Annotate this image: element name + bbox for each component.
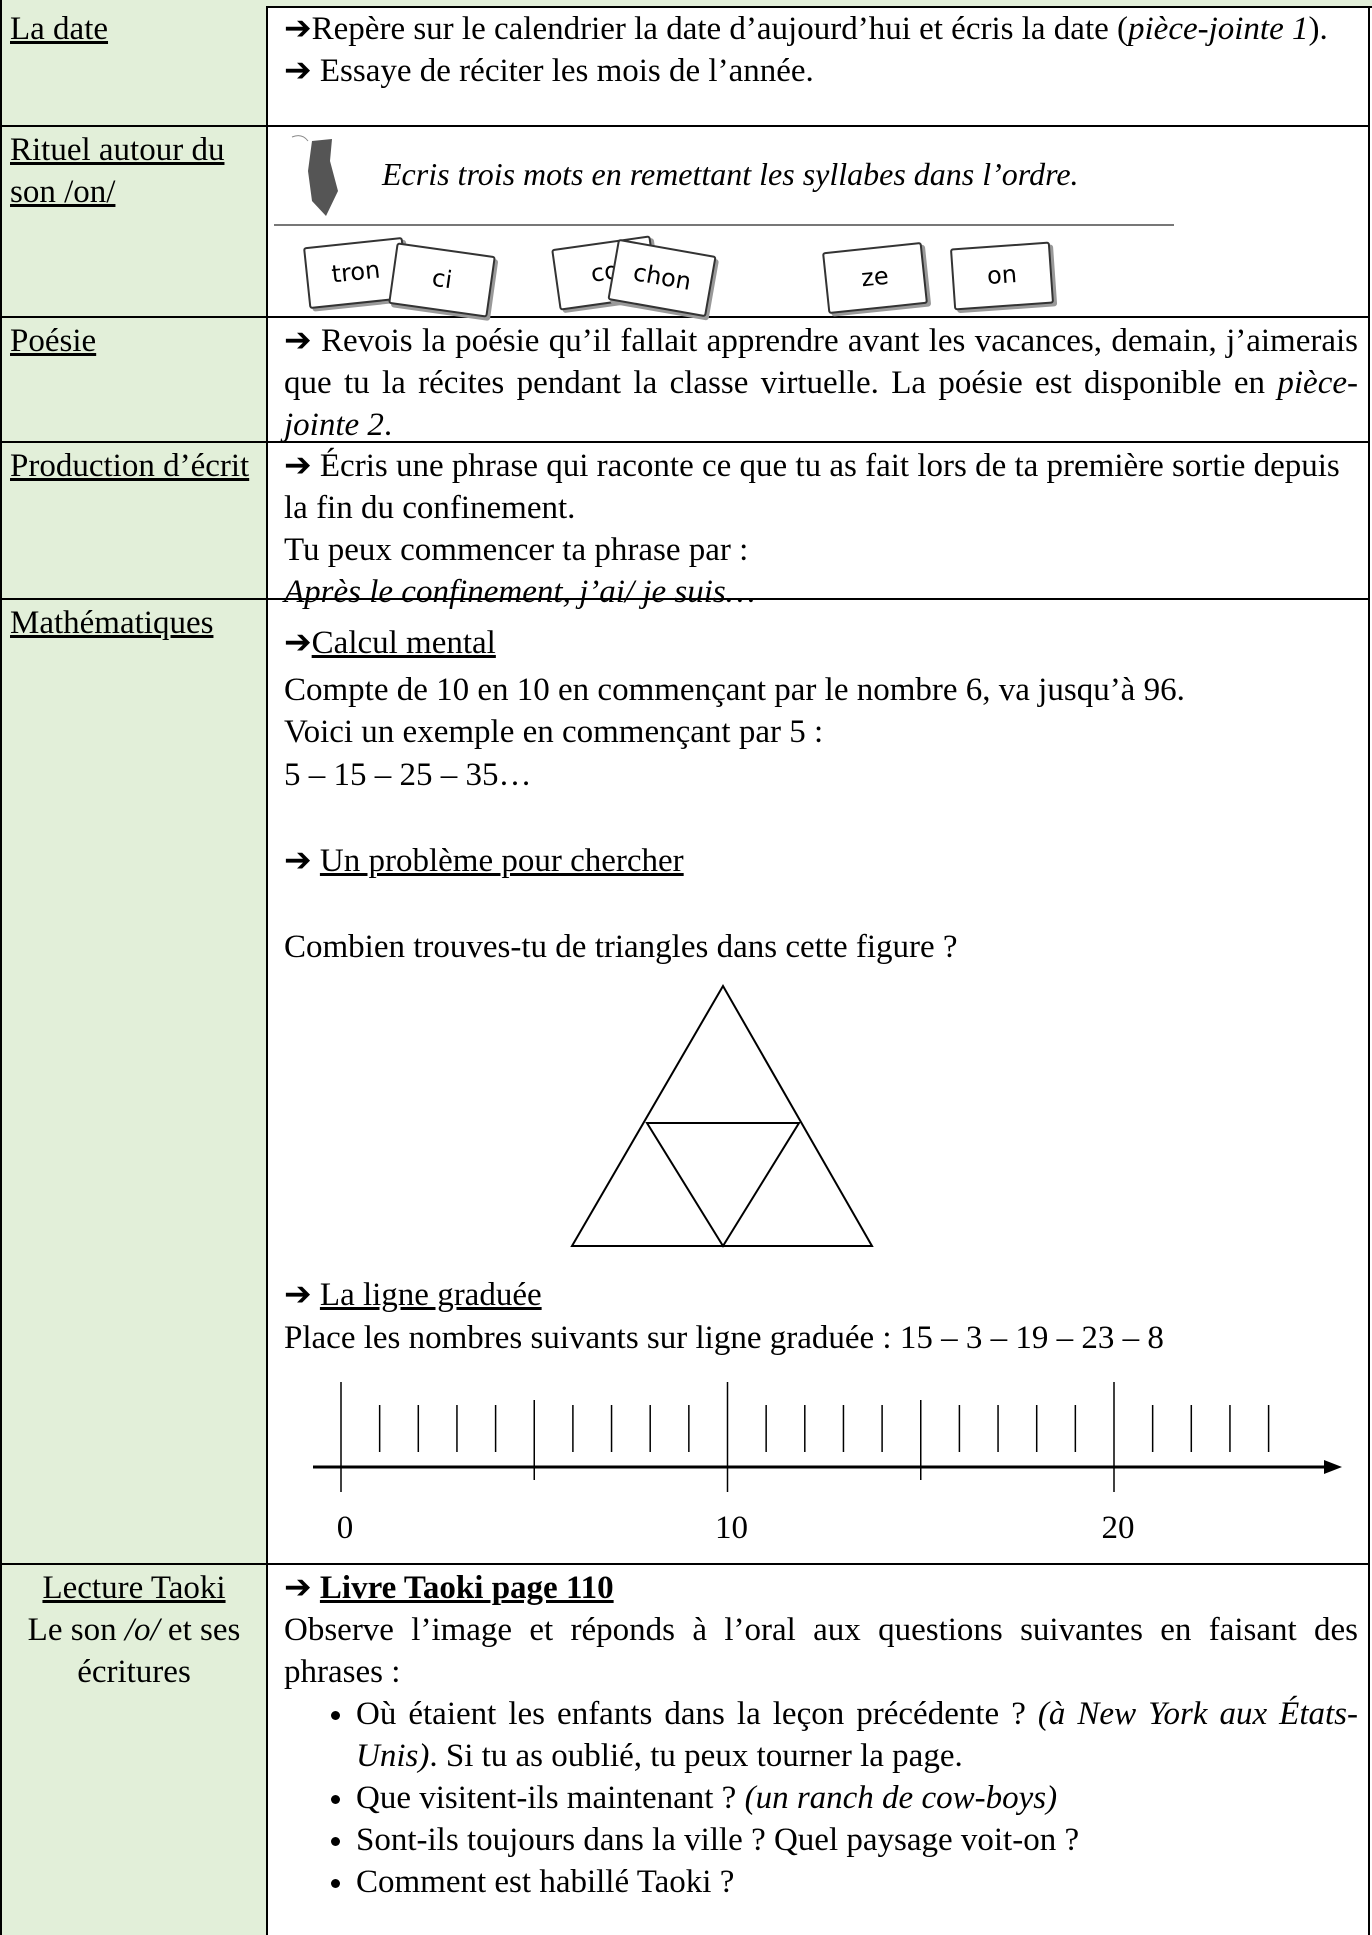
- number-line-label: 20: [1102, 1510, 1135, 1546]
- content-cell: ➔ Livre Taoki page 110 Observe l’image e…: [272, 1565, 1370, 1935]
- bullet: Que visitent-ils maintenant ? (un ranch …: [356, 1777, 1358, 1819]
- paragraph: 5 – 15 – 25 – 35…: [284, 757, 532, 793]
- syllable-card: ci: [388, 242, 496, 318]
- number-line: 0 10 20: [313, 1382, 1342, 1546]
- label: Mathématiques: [10, 605, 214, 641]
- text: [291, 135, 309, 142]
- text: (à New York aux États-Unis): [356, 1696, 1358, 1774]
- content-cell: Ecris trois mots en remettant les syllab…: [272, 127, 1370, 318]
- text: pièce-jointe 1: [1128, 11, 1309, 47]
- text: La ligne graduée: [319, 1277, 542, 1313]
- text: Calcul mental: [311, 625, 496, 661]
- row: Lecture Taoki Le son /o/ et ses écriture…: [0, 1565, 1370, 1935]
- text: .: [383, 407, 393, 443]
- paragraph: ➔ Revois la poésie qu’il fallait apprend…: [284, 320, 1358, 446]
- bullet: Comment est habillé Taoki ?: [356, 1861, 1358, 1903]
- text: [570, 983, 874, 1248]
- content-cell: ➔Repère sur le calendrier la date d’aujo…: [272, 6, 1370, 125]
- text: /o/: [124, 1612, 160, 1648]
- paragraph: ➔ Livre Taoki page 110: [284, 1567, 1358, 1609]
- text: ➔Repère sur le calendrier la date d’aujo…: [284, 11, 1128, 47]
- label-cell: Lecture Taoki Le son /o/ et ses écriture…: [0, 1565, 268, 1935]
- paragraph: Compte de 10 en 10 en commençant par le …: [284, 672, 1185, 708]
- number-line-label: 0: [337, 1510, 354, 1546]
- paragraph: Combien trouves-tu de triangles dans cet…: [284, 929, 958, 965]
- label: La date: [10, 11, 109, 47]
- text: [308, 139, 338, 216]
- text: ➔: [284, 1570, 320, 1606]
- triangle-figure: [570, 983, 874, 1248]
- label-cell: Production d’écrit: [0, 443, 268, 598]
- label-cell: Rituel autour du son /on/: [0, 127, 268, 316]
- top-band: [0, 0, 1372, 8]
- paragraph: Voici un exemple en commençant par 5 :: [284, 714, 824, 750]
- text: ).: [1308, 11, 1328, 47]
- number-line-label: 10: [715, 1510, 748, 1546]
- syllable-card: chon: [607, 238, 717, 318]
- label: Poésie: [10, 323, 97, 359]
- syllable-card: on: [949, 241, 1055, 311]
- rule: [274, 224, 1174, 226]
- text: Où étaient les enfants dans la leçon pré…: [356, 1696, 1038, 1732]
- label: Production d’écrit: [10, 448, 250, 484]
- paragraph: ➔ Essaye de réciter les mois de l’année.: [284, 53, 814, 89]
- label-cell: Poésie: [0, 318, 268, 441]
- content-cell: ➔ Revois la poésie qu’il fallait apprend…: [272, 318, 1370, 443]
- arrow-head: [1324, 1460, 1342, 1474]
- text: [570, 983, 874, 1247]
- text: ➔ Revois la poésie qu’il fallait apprend…: [284, 323, 1358, 401]
- paragraph: ➔Calcul mental: [284, 622, 496, 664]
- bullet-list: Où étaient les enfants dans la leçon pré…: [284, 1693, 1358, 1903]
- icon: [291, 135, 338, 216]
- text: et ses écritures: [77, 1612, 241, 1690]
- text: . Si tu as oublié, tu peux tourner la pa…: [429, 1738, 963, 1774]
- bullet: Où étaient les enfants dans la leçon pré…: [356, 1693, 1358, 1777]
- content-cell: ➔ Écris une phrase qui raconte ce que tu…: [272, 443, 1370, 610]
- text: [645, 1122, 801, 1248]
- paragraph: Place les nombres suivants sur ligne gra…: [284, 1320, 1164, 1356]
- label-cell: La date: [0, 6, 268, 125]
- paragraph: Observe l’image et réponds à l’oral aux …: [284, 1612, 1358, 1690]
- bullet: Sont-ils toujours dans la ville ? Quel p…: [356, 1819, 1358, 1861]
- text: Le son: [27, 1612, 125, 1648]
- label: Rituel autour du son /on/: [10, 132, 225, 210]
- paragraph: ➔Repère sur le calendrier la date d’aujo…: [284, 8, 1358, 50]
- paragraph: Tu peux commencer ta phrase par :: [284, 532, 749, 568]
- text: Livre Taoki page 110: [319, 1570, 614, 1606]
- syllable-card: ze: [822, 241, 928, 315]
- row: Poésie ➔ Revois la poésie qu’il fallait …: [0, 318, 1370, 443]
- paragraph: ➔ La ligne graduée: [284, 1274, 542, 1316]
- text: ➔: [284, 843, 320, 879]
- text: ➔: [284, 1277, 320, 1313]
- text: pièce-jointe 2: [284, 365, 1358, 443]
- row: La date ➔Repère sur le calendrier la dat…: [0, 6, 1370, 127]
- row: Rituel autour du son /on/ Ecris trois mo…: [0, 127, 1370, 318]
- label: Lecture Taoki: [42, 1570, 226, 1606]
- paragraph: ➔ Un problème pour chercher: [284, 840, 684, 882]
- text: ➔: [284, 625, 312, 661]
- label: Le son /o/ et ses écritures: [10, 1609, 258, 1693]
- text: Un problème pour chercher: [319, 843, 684, 879]
- paragraph: ➔ Écris une phrase qui raconte ce que tu…: [284, 448, 1340, 526]
- text: (un ranch de cow-boys): [744, 1780, 1058, 1816]
- instruction: Ecris trois mots en remettant les syllab…: [382, 156, 1079, 192]
- paragraph: Après le confinement, j’ai/ je suis…: [284, 574, 756, 610]
- content-cell: ➔Calcul mental Compte de 10 en 10 en com…: [272, 600, 1370, 1563]
- row: Production d’écrit ➔ Écris une phrase qu…: [0, 443, 1370, 610]
- text: Que visitent-ils maintenant ?: [356, 1780, 745, 1816]
- label-cell: Mathématiques: [0, 600, 268, 1563]
- row: Mathématiques ➔Calcul mental Compte de 1…: [0, 600, 1370, 1565]
